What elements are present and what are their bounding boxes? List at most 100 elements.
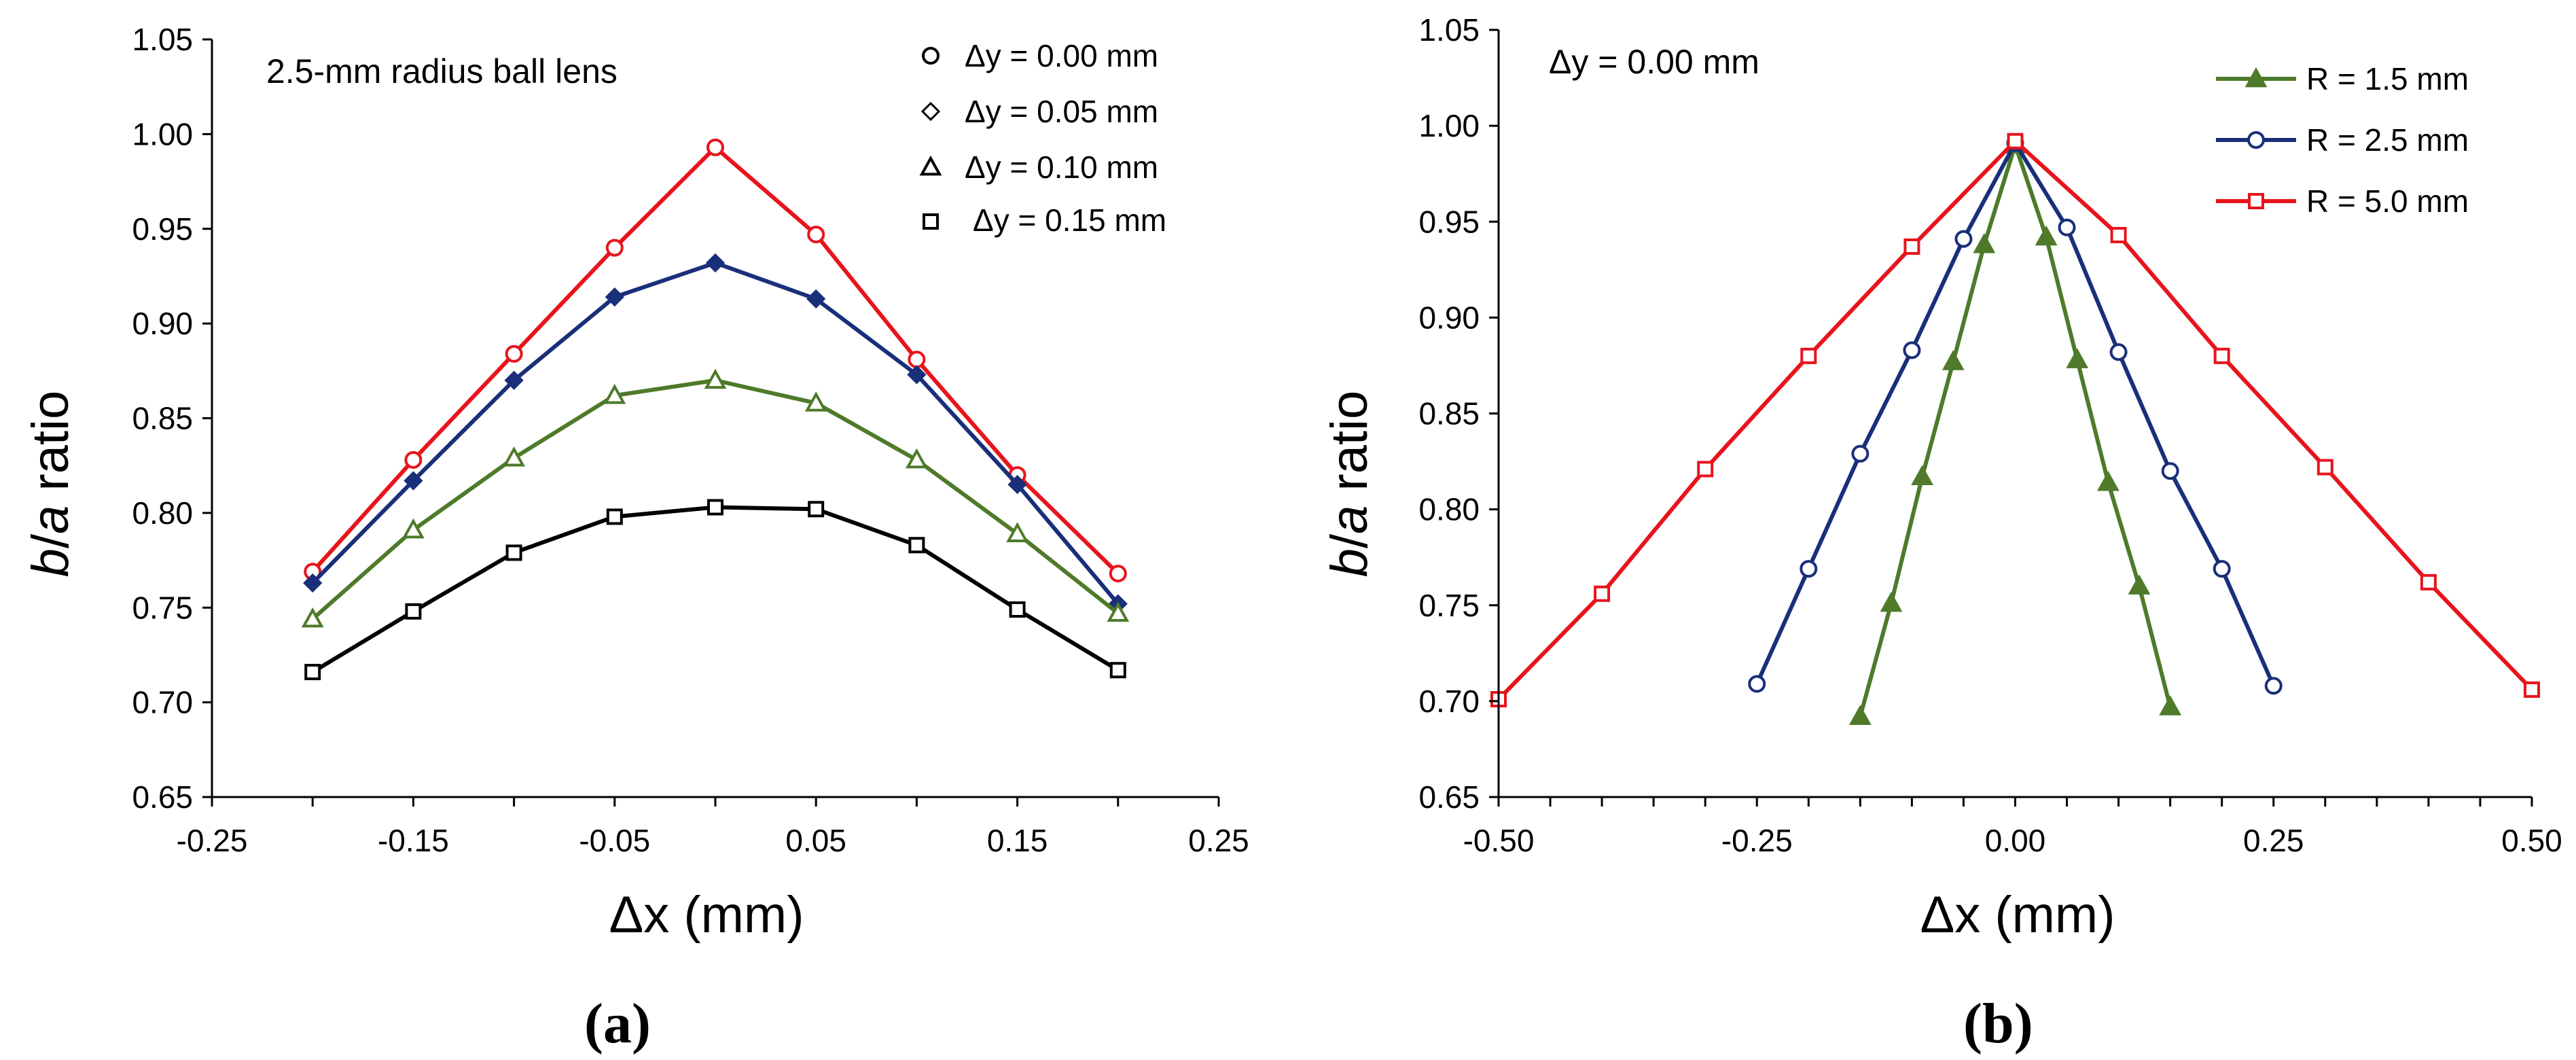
panel-a-series-3-point — [808, 501, 825, 518]
panel-a-y-tick-label: 1.05 — [132, 22, 193, 57]
legend-a-item-0: Δy = 0.00 mm — [922, 38, 1158, 73]
panel-b-annotation: Δy = 0.00 mm — [1549, 43, 1759, 81]
panel-b-legend: R = 1.5 mm R = 2.5 mm R = 5.0 mm — [2216, 61, 2469, 219]
panel-b-x-axis-title: Δx (mm) — [1920, 886, 2115, 944]
panel-b-series-2-point — [2213, 347, 2230, 364]
panel-a-y-tick-label: 0.90 — [132, 306, 193, 341]
panel-a-series-line-3 — [311, 505, 1120, 674]
panel-a-series-1-point — [1007, 474, 1027, 495]
panel-a-series-2-point — [301, 607, 324, 628]
panel-b-y-tick-label: 1.05 — [1418, 12, 1480, 48]
panel-a-series-1-point — [705, 253, 726, 273]
panel-b-y-tick-label: 0.75 — [1418, 588, 1480, 623]
legend-a-marker-diamond — [920, 101, 941, 122]
panel-a-series-1-point — [806, 289, 826, 309]
legend-a-symbol — [920, 101, 941, 122]
legend-b-item-0: R = 1.5 mm — [2216, 61, 2469, 96]
panel-a-series-3-point — [707, 499, 723, 516]
panel-a-legend: Δy = 0.00 mm Δy = 0.05 mm Δy = 0.10 mm Δ… — [919, 38, 1166, 238]
panel-b-marks — [1490, 132, 2540, 725]
panel-b-ylabel-b: b — [1321, 548, 1378, 577]
panel-a: 0.65 0.70 0.75 0.80 0.85 0.90 0.95 1.00 1.05 -0.2… — [22, 22, 1249, 1055]
panel-a-series-2-point — [1107, 601, 1130, 622]
panel-b-series-2-point — [1800, 347, 1817, 364]
panel-a-series-3-point — [606, 508, 623, 525]
legend-b-symbol — [2248, 193, 2264, 209]
panel-b-y-tick-label: 0.70 — [1418, 684, 1480, 719]
panel-b-x-tick-label: 0.25 — [2243, 823, 2304, 858]
panel-b-series-2-point — [2110, 227, 2127, 244]
panel-b-series-2-point — [2007, 132, 2024, 149]
legend-b-label-2: R = 5.0 mm — [2306, 183, 2469, 219]
panel-b: 0.65 0.70 0.75 0.80 0.85 0.90 0.95 1.00 1.05 -0.5… — [1321, 12, 2562, 1055]
panel-a-series-0-point — [908, 351, 926, 369]
panel-a-marks — [301, 138, 1130, 681]
panel-b-x-tick-label: 0.50 — [2501, 823, 2562, 858]
panel-a-axes: 0.65 0.70 0.75 0.80 0.85 0.90 0.95 1.00 1.05 -0.2… — [132, 22, 1249, 858]
legend-b-label-0: R = 1.5 mm — [2306, 61, 2469, 96]
panel-a-series-1-point — [605, 287, 624, 307]
panel-b-series-2-point — [2524, 681, 2540, 698]
panel-b-series-0-point — [1880, 591, 1903, 612]
panel-a-series-1-point — [504, 370, 524, 390]
panel-b-series-2-point — [1903, 238, 1920, 255]
panel-b-series-2-point — [2316, 459, 2333, 476]
panel-a-y-tick-label: 0.95 — [132, 211, 193, 247]
panel-a-y-tick-label: 0.75 — [132, 590, 193, 625]
legend-b-line-triangle — [2216, 67, 2296, 88]
panel-b-series-0-point — [1848, 705, 1872, 725]
panel-a-series-3-point — [1009, 601, 1026, 618]
legend-a-marker-triangle — [919, 155, 942, 176]
panel-a-y-tick-label: 0.70 — [132, 685, 193, 720]
panel-a-series-2-point — [503, 446, 525, 467]
legend-a-marker-circle — [922, 47, 940, 65]
panel-a-x-tick-label: 0.15 — [987, 823, 1048, 858]
panel-b-series-2-point — [2420, 573, 2437, 590]
panel-a-ylabel-b: b — [22, 548, 79, 577]
legend-b-symbol — [2244, 67, 2268, 88]
legend-b-label-1: R = 2.5 mm — [2306, 122, 2469, 158]
panel-a-series-2-point — [704, 368, 727, 389]
panel-a-y-axis-title: b/a ratio — [22, 391, 79, 578]
panel-a-series-0-point — [605, 238, 624, 257]
panel-b-series-0-point — [2035, 225, 2058, 246]
legend-a-label-1: Δy = 0.05 mm — [965, 94, 1158, 129]
panel-b-ylabel-rest: ratio — [1321, 391, 1378, 506]
legend-a-item-1: Δy = 0.05 mm — [920, 94, 1158, 129]
legend-a-symbol — [923, 213, 939, 230]
panel-a-x-tick-label: -0.25 — [177, 823, 248, 858]
panel-a-series-1-point — [303, 573, 323, 593]
panel-b-series-1-point — [2109, 343, 2128, 361]
panel-a-series-0-point — [1109, 565, 1127, 583]
panel-b-y-tick-label: 0.95 — [1418, 204, 1480, 239]
legend-b-item-1: R = 2.5 mm — [2216, 122, 2469, 158]
panel-b-series-2-point — [1594, 585, 1611, 602]
panel-b-gridless-plot: 0.65 0.70 0.75 0.80 0.85 0.90 0.95 1.00 1.05 -0.5… — [1418, 12, 2562, 858]
panel-b-y-axis-title: b/a ratio — [1321, 391, 1378, 578]
legend-b-line-circle — [2216, 131, 2296, 149]
panel-a-series-2-point — [804, 391, 827, 412]
panel-a-series-0-point — [706, 138, 724, 156]
panel-b-series-2-point — [1697, 461, 1714, 478]
panel-a-series-3-point — [505, 544, 522, 561]
panel-a-series-0-point — [505, 344, 523, 363]
legend-a-label-0: Δy = 0.00 mm — [965, 38, 1158, 73]
panel-b-y-tick-label: 0.90 — [1418, 300, 1480, 335]
panel-a-ylabel-a: a — [22, 506, 79, 534]
legend-b-item-2: R = 5.0 mm — [2216, 183, 2469, 219]
panel-a-ylabel-rest: ratio — [22, 391, 79, 506]
legend-a-symbol — [919, 155, 942, 176]
panel-b-series-0-point — [2066, 348, 2089, 368]
panel-a-series-2-point — [603, 383, 626, 404]
panel-b-series-0-point — [1973, 233, 1996, 253]
panel-b-series-line-2 — [1497, 139, 2534, 701]
panel-a-series-line-1 — [311, 260, 1120, 605]
panel-a-y-tick-label: 1.00 — [132, 116, 193, 152]
panel-b-series-1-point — [1954, 230, 1973, 248]
panel-b-series-1-point — [1748, 675, 1766, 693]
panel-b-x-tick-label: -0.25 — [1721, 823, 1793, 858]
panel-b-y-tick-label: 0.65 — [1418, 779, 1480, 815]
legend-b-symbol — [2247, 131, 2265, 149]
panel-b-series-1-point — [1903, 341, 1921, 359]
